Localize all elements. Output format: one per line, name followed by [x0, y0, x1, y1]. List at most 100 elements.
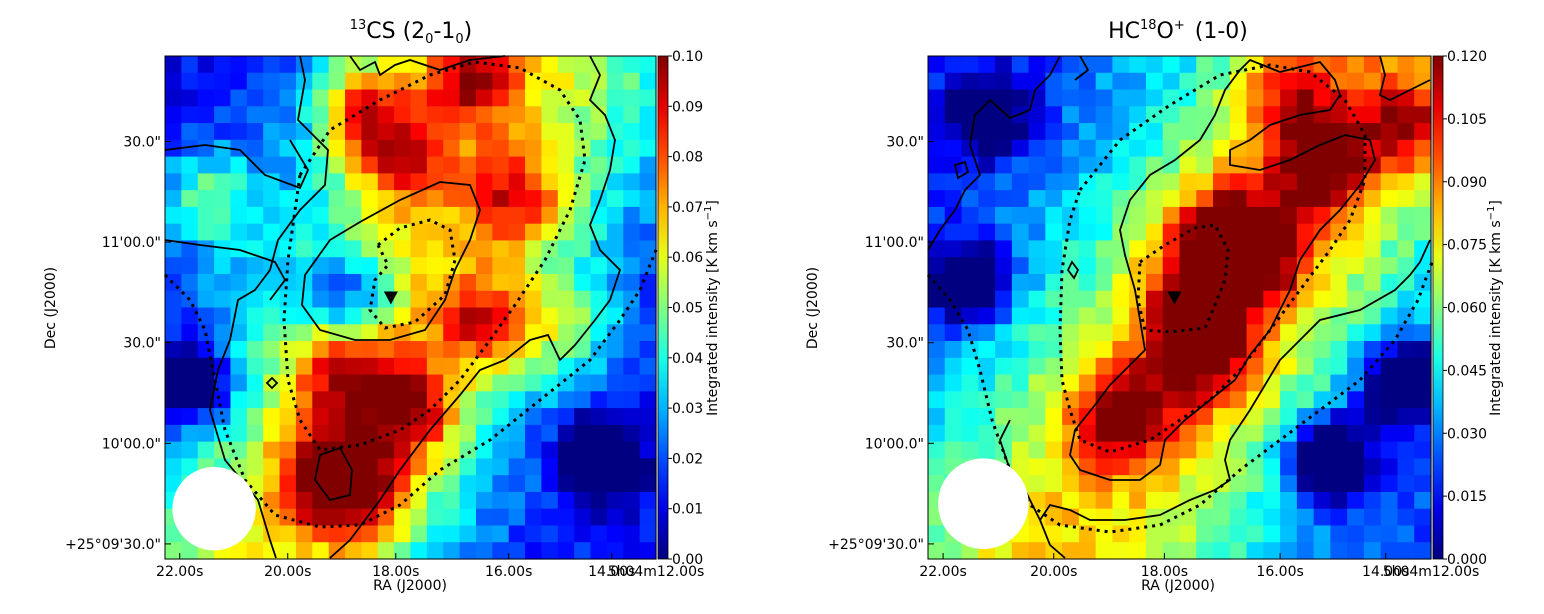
heatmap-cell: [1045, 156, 1063, 174]
heatmap-cell: [606, 190, 624, 208]
heatmap-cell: [525, 290, 543, 309]
heatmap-cell: [1112, 324, 1130, 342]
heatmap-cell: [541, 542, 559, 560]
heatmap-cell: [492, 542, 510, 560]
heatmap-cell: [1229, 391, 1248, 409]
heatmap-cell: [1062, 307, 1080, 325]
heatmap-cell: [1246, 508, 1264, 527]
heatmap-cell: [623, 542, 641, 560]
heatmap-cell: [1162, 190, 1181, 208]
heatmap-cell: [978, 374, 996, 392]
heatmap-cell: [1380, 173, 1399, 191]
heatmap-cell: [246, 106, 264, 124]
heatmap-cell: [623, 374, 641, 392]
heatmap-cell: [345, 424, 362, 443]
heatmap-cell: [1045, 290, 1063, 309]
heatmap-cell: [574, 206, 592, 225]
heatmap-cell: [1347, 307, 1365, 325]
heatmap-cell: [1296, 542, 1315, 560]
heatmap-cell: [165, 290, 182, 309]
heatmap-cell: [1229, 173, 1248, 191]
heatmap-cell: [1347, 341, 1365, 359]
heatmap-cell: [1229, 441, 1248, 459]
heatmap-cell: [1330, 491, 1348, 510]
heatmap-cell: [1380, 89, 1399, 107]
heatmap-cell: [1363, 190, 1382, 208]
heatmap-cell: [1397, 106, 1415, 124]
heatmap-cell: [606, 341, 624, 359]
heatmap-cell: [928, 257, 946, 275]
heatmap-cell: [1179, 72, 1197, 91]
heatmap-cell: [492, 475, 510, 493]
heatmap-cell: [1347, 542, 1365, 560]
heatmap-cell: [295, 391, 313, 409]
heatmap-cell: [394, 408, 412, 426]
heatmap-cell: [410, 441, 428, 459]
heatmap-cell: [639, 391, 657, 409]
heatmap-cell: [312, 525, 330, 543]
heatmap-cell: [961, 408, 979, 426]
heatmap-cell: [279, 223, 297, 242]
heatmap-cell: [312, 223, 330, 242]
heatmap-cell: [426, 542, 444, 560]
heatmap-cell: [1263, 441, 1281, 459]
heatmap-cell: [1229, 307, 1248, 325]
heatmap-cell: [508, 542, 526, 560]
y-axis-label: Dec (J2000): [43, 267, 59, 349]
heatmap-cell: [1263, 491, 1281, 510]
heatmap-cell: [1162, 206, 1181, 225]
heatmap-cell: [475, 290, 493, 309]
heatmap-cell: [426, 89, 444, 107]
heatmap-cell: [1129, 257, 1147, 275]
heatmap-cell: [410, 89, 428, 107]
heatmap-cell: [1330, 475, 1348, 493]
heatmap-cell: [1145, 173, 1164, 191]
heatmap-cell: [1045, 357, 1063, 376]
heatmap-cell: [623, 223, 641, 242]
heatmap-cell: [1347, 56, 1365, 74]
heatmap-cell: [1397, 56, 1415, 74]
heatmap-cell: [197, 441, 215, 459]
heatmap-cell: [1414, 525, 1432, 543]
heatmap-cell: [214, 223, 232, 242]
heatmap-cell: [492, 223, 510, 242]
heatmap-cell: [1397, 491, 1415, 510]
heatmap-cell: [312, 374, 330, 392]
heatmap-cell: [995, 542, 1013, 560]
heatmap-cell: [1363, 424, 1382, 443]
heatmap-cell: [1078, 508, 1097, 527]
heatmap-cell: [377, 525, 395, 543]
heatmap-cell: [410, 156, 428, 174]
heatmap-cell: [475, 139, 493, 158]
heatmap-cell: [1011, 190, 1030, 208]
y-tick-label: 11'00.0": [102, 235, 161, 251]
heatmap-cell: [639, 223, 657, 242]
heatmap-cell: [295, 324, 313, 342]
heatmap-cell: [574, 391, 592, 409]
heatmap-cell: [1280, 491, 1298, 510]
heatmap-cell: [312, 273, 330, 292]
heatmap-cell: [230, 357, 248, 376]
heatmap-cell: [557, 508, 575, 527]
heatmap-cell: [165, 324, 182, 342]
heatmap-cell: [623, 525, 641, 543]
heatmap-cell: [928, 357, 946, 376]
heatmap-cell: [1162, 307, 1181, 325]
heatmap-cell: [1179, 341, 1197, 359]
heatmap-cell: [1129, 139, 1147, 158]
heatmap-cell: [1246, 525, 1264, 543]
heatmap-cell: [574, 441, 592, 459]
heatmap-cell: [410, 408, 428, 426]
heatmap-cell: [377, 223, 395, 242]
solid-contour: [1074, 55, 1090, 81]
heatmap-cell: [345, 156, 362, 174]
heatmap-cell: [263, 357, 281, 376]
heatmap-cell: [1078, 290, 1097, 309]
heatmap-cell: [197, 56, 215, 74]
heatmap-cell: [1179, 290, 1197, 309]
heatmap-cell: [1112, 357, 1130, 376]
heatmap-cell: [1129, 441, 1147, 459]
heatmap-cell: [410, 458, 428, 476]
heatmap-cell: [1062, 491, 1080, 510]
heatmap-cell: [961, 173, 979, 191]
